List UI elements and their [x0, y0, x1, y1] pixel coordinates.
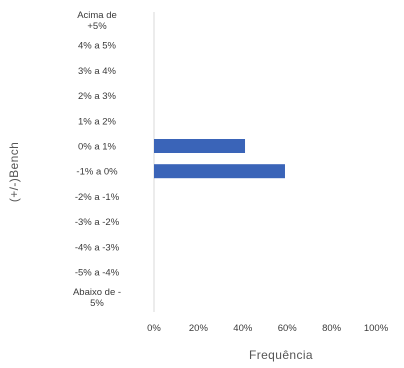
x-tick-label: 40% [233, 323, 253, 334]
x-tick-label: 60% [278, 323, 298, 334]
y-axis-title: (+/-)Bench [7, 142, 21, 202]
y-tick-label: Acima de +5% [77, 10, 117, 32]
y-tick-label: 4% a 5% [78, 41, 117, 52]
y-tick-label: -1% a 0% [76, 167, 118, 178]
y-tick-label: 1% a 2% [78, 116, 117, 127]
x-tick-label: 100% [364, 323, 389, 334]
y-tick-label: -2% a -1% [75, 192, 120, 203]
x-tick-label: 80% [322, 323, 342, 334]
x-tick-label: 20% [189, 323, 209, 334]
y-tick-label: 0% a 1% [78, 142, 117, 153]
y-tick-label: 2% a 3% [78, 91, 117, 102]
x-tick-label: 0% [147, 323, 161, 334]
bar [154, 164, 285, 179]
bar [154, 139, 246, 153]
y-tick-label: -3% a -2% [75, 217, 120, 228]
y-tick-label: Abaixo de -5% [73, 287, 121, 309]
y-tick-label: 3% a 4% [78, 66, 117, 77]
y-tick-label: -4% a -3% [75, 242, 120, 253]
x-axis-title: Frequência [249, 348, 313, 362]
y-tick-label: -5% a -4% [75, 268, 120, 279]
